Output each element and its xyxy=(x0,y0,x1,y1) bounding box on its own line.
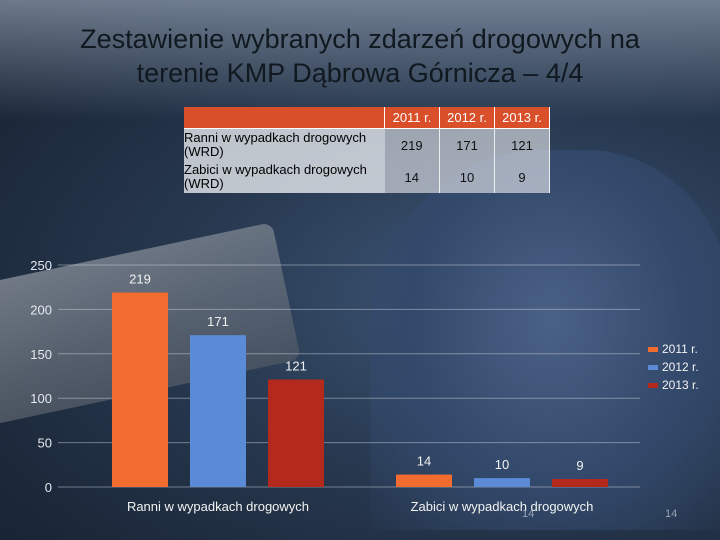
title-line-2: terenie KMP Dąbrowa Górnicza – 4/4 xyxy=(136,58,584,88)
table-cell: 14 xyxy=(384,161,440,193)
table-cell: 10 xyxy=(439,161,495,193)
row-label-zabici: Zabici w wypadkach drogowych (WRD) xyxy=(184,161,385,193)
data-table: 2011 r. 2012 r. 2013 r. Ranni w wypadkac… xyxy=(184,107,550,193)
legend-swatch xyxy=(648,383,658,388)
slide-title: Zestawienie wybranych zdarzeń drogowych … xyxy=(0,22,720,90)
data-label: 9 xyxy=(576,458,583,473)
table-cell: 219 xyxy=(384,128,440,161)
bar-2-cat-2 xyxy=(474,478,530,487)
data-label: 219 xyxy=(129,272,151,287)
row-label-ranni: Ranni w wypadkach drogowych (WRD) xyxy=(184,128,385,161)
data-label: 171 xyxy=(207,314,229,329)
table-header-2013: 2013 r. xyxy=(494,107,550,129)
table-header-2011: 2011 r. xyxy=(384,107,440,129)
table-header-row: 2011 r. 2012 r. 2013 r. xyxy=(184,107,550,129)
legend-swatch xyxy=(648,347,658,352)
bar-chart: 0 50 100 150 200 250 219 171 121 Ranni w wypadkac… xyxy=(30,258,699,514)
legend-swatch xyxy=(648,365,658,370)
page-number: 14 xyxy=(665,508,678,520)
x-category-label: Zabici w wypadkach drogowych xyxy=(411,499,594,514)
title-line-1: Zestawienie wybranych zdarzeń drogowych … xyxy=(80,24,640,54)
y-tick-label: 250 xyxy=(30,258,52,273)
y-tick-label: 150 xyxy=(30,347,52,362)
x-category-label: Ranni w wypadkach drogowych xyxy=(127,499,309,514)
y-tick-label: 0 xyxy=(45,480,52,495)
legend-label: 2011 r. xyxy=(662,342,698,356)
table-header-2012: 2012 r. xyxy=(439,107,495,129)
y-tick-label: 50 xyxy=(38,436,52,451)
page-number: 14 xyxy=(522,508,535,520)
legend-label: 2013 r. xyxy=(662,378,699,392)
bar-3-cat-2 xyxy=(552,479,608,487)
bar-1-cat-1 xyxy=(112,292,168,487)
bar-2-cat-1 xyxy=(190,335,246,487)
data-label: 121 xyxy=(285,359,307,374)
legend-label: 2012 r. xyxy=(662,360,699,374)
y-tick-label: 100 xyxy=(30,391,52,406)
table-cell: 121 xyxy=(494,128,550,161)
bar-3-cat-1 xyxy=(268,379,324,487)
y-tick-label: 200 xyxy=(30,302,52,317)
data-label: 10 xyxy=(495,457,509,472)
table-corner xyxy=(184,107,385,129)
table-row: Ranni w wypadkach drogowych (WRD) 219 17… xyxy=(184,128,550,161)
table-cell: 9 xyxy=(494,161,550,193)
table-cell: 171 xyxy=(439,128,495,161)
bar-1-cat-2 xyxy=(396,474,452,487)
data-label: 14 xyxy=(417,454,431,469)
table-row: Zabici w wypadkach drogowych (WRD) 14 10… xyxy=(184,161,550,193)
